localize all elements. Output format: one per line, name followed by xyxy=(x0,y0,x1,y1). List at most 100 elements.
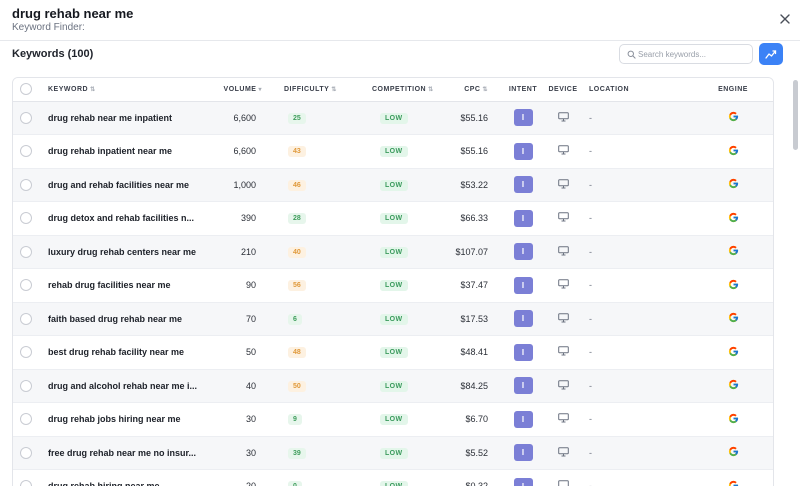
location-value: - xyxy=(589,481,592,486)
location-cell: - xyxy=(583,436,693,470)
intent-cell: I xyxy=(503,369,543,403)
competition-cell: LOW xyxy=(358,202,448,236)
keyword-cell[interactable]: free drug rehab near me no insur... xyxy=(43,436,208,470)
keyword-text: drug and alcohol rehab near me i... xyxy=(48,380,198,391)
row-checkbox[interactable] xyxy=(20,446,32,459)
row-checkbox[interactable] xyxy=(20,312,32,325)
competition-badge: LOW xyxy=(380,313,408,325)
cpc-cell: $37.47 xyxy=(448,269,503,303)
volume-value: 6,600 xyxy=(233,146,256,157)
cpc-value: $66.33 xyxy=(460,213,488,224)
volume-cell: 90 xyxy=(208,269,268,303)
difficulty-badge: 40 xyxy=(288,246,306,258)
table-row[interactable]: drug rehab hiring near me 20 0 LOW $0.32… xyxy=(13,470,773,486)
column-label-engine: ENGINE xyxy=(718,85,748,93)
trend-chart-button[interactable] xyxy=(759,43,783,65)
modal-subtitle: Keyword Finder: xyxy=(12,22,85,33)
column-header-keyword[interactable]: KEYWORD ⇅ xyxy=(43,78,208,102)
device-cell xyxy=(543,202,583,236)
row-checkbox[interactable] xyxy=(20,245,32,258)
keyword-cell[interactable]: rehab drug facilities near me xyxy=(43,269,208,303)
table-row[interactable]: drug rehab inpatient near me 6,600 43 LO… xyxy=(13,135,773,169)
row-checkbox[interactable] xyxy=(20,379,32,392)
sort-icon: ⇅ xyxy=(90,86,96,93)
keyword-cell[interactable]: drug rehab inpatient near me xyxy=(43,135,208,169)
column-header-volume[interactable]: VOLUME ▾ xyxy=(208,78,268,102)
keyword-cell[interactable]: drug and alcohol rehab near me i... xyxy=(43,369,208,403)
table-row[interactable]: drug and rehab facilities near me 1,000 … xyxy=(13,168,773,202)
table-row[interactable]: faith based drug rehab near me 70 6 LOW … xyxy=(13,302,773,336)
device-cell xyxy=(543,369,583,403)
keyword-cell[interactable]: drug and rehab facilities near me xyxy=(43,168,208,202)
competition-cell: LOW xyxy=(358,135,448,169)
row-checkbox[interactable] xyxy=(20,279,32,292)
desktop-icon xyxy=(557,178,569,189)
keyword-cell[interactable]: drug rehab near me inpatient xyxy=(43,101,208,135)
location-cell: - xyxy=(583,135,693,169)
row-checkbox[interactable] xyxy=(20,212,32,225)
competition-badge: LOW xyxy=(380,280,408,292)
difficulty-cell: 39 xyxy=(268,436,358,470)
competition-badge: LOW xyxy=(380,447,408,459)
device-cell xyxy=(543,403,583,437)
search-keywords-box[interactable] xyxy=(619,44,753,64)
row-checkbox[interactable] xyxy=(20,480,32,486)
device-cell xyxy=(543,336,583,370)
location-cell: - xyxy=(583,403,693,437)
keyword-cell[interactable]: luxury drug rehab centers near me xyxy=(43,235,208,269)
cpc-cell: $84.25 xyxy=(448,369,503,403)
column-header-cpc[interactable]: CPC ⇅ xyxy=(448,78,503,102)
column-header-intent[interactable]: INTENT xyxy=(503,78,543,102)
engine-cell xyxy=(693,168,773,202)
keyword-cell[interactable]: best drug rehab facility near me xyxy=(43,336,208,370)
close-button[interactable] xyxy=(778,12,792,26)
keyword-text: drug detox and rehab facilities n... xyxy=(48,213,195,224)
difficulty-badge: 28 xyxy=(288,213,306,225)
scrollbar-thumb[interactable] xyxy=(793,80,798,150)
google-icon xyxy=(728,313,738,323)
volume-value: 90 xyxy=(245,280,256,291)
column-header-location[interactable]: LOCATION xyxy=(583,78,693,102)
difficulty-cell: 43 xyxy=(268,135,358,169)
keyword-cell[interactable]: drug rehab jobs hiring near me xyxy=(43,403,208,437)
keyword-cell[interactable]: faith based drug rehab near me xyxy=(43,302,208,336)
engine-cell xyxy=(693,135,773,169)
column-header-engine[interactable]: ENGINE xyxy=(693,78,773,102)
engine-cell xyxy=(693,235,773,269)
row-checkbox[interactable] xyxy=(20,111,32,124)
table-row[interactable]: rehab drug facilities near me 90 56 LOW … xyxy=(13,269,773,303)
column-header-difficulty[interactable]: DIFFICULTY ⇅ xyxy=(268,78,358,102)
keyword-text: drug rehab hiring near me xyxy=(48,481,160,486)
competition-badge: LOW xyxy=(380,347,408,359)
row-checkbox[interactable] xyxy=(20,178,32,191)
table-row[interactable]: drug and alcohol rehab near me i... 40 5… xyxy=(13,369,773,403)
location-value: - xyxy=(589,112,592,123)
column-header-competition[interactable]: COMPETITION ⇅ xyxy=(358,78,448,102)
row-checkbox[interactable] xyxy=(20,145,32,158)
difficulty-badge: 46 xyxy=(288,179,306,191)
intent-cell: I xyxy=(503,168,543,202)
cpc-value: $48.41 xyxy=(460,347,488,358)
table-row[interactable]: luxury drug rehab centers near me 210 40… xyxy=(13,235,773,269)
row-checkbox[interactable] xyxy=(20,413,32,426)
keyword-cell[interactable]: drug detox and rehab facilities n... xyxy=(43,202,208,236)
table-row[interactable]: free drug rehab near me no insur... 30 3… xyxy=(13,436,773,470)
row-checkbox[interactable] xyxy=(20,346,32,359)
table-row[interactable]: best drug rehab facility near me 50 48 L… xyxy=(13,336,773,370)
table-row[interactable]: drug rehab jobs hiring near me 30 9 LOW … xyxy=(13,403,773,437)
difficulty-cell: 48 xyxy=(268,336,358,370)
column-label-device: DEVICE xyxy=(548,85,578,93)
volume-value: 40 xyxy=(245,380,256,391)
location-cell: - xyxy=(583,202,693,236)
intent-badge: I xyxy=(513,343,533,361)
cpc-cell: $5.52 xyxy=(448,436,503,470)
keyword-cell[interactable]: drug rehab hiring near me xyxy=(43,470,208,486)
table-row[interactable]: drug rehab near me inpatient 6,600 25 LO… xyxy=(13,101,773,135)
desktop-icon xyxy=(557,245,569,256)
column-header-device[interactable]: DEVICE xyxy=(543,78,583,102)
table-row[interactable]: drug detox and rehab facilities n... 390… xyxy=(13,202,773,236)
search-icon xyxy=(627,50,636,59)
select-all-checkbox[interactable] xyxy=(20,83,32,96)
trend-chart-icon xyxy=(765,50,777,59)
search-input[interactable] xyxy=(638,47,748,61)
